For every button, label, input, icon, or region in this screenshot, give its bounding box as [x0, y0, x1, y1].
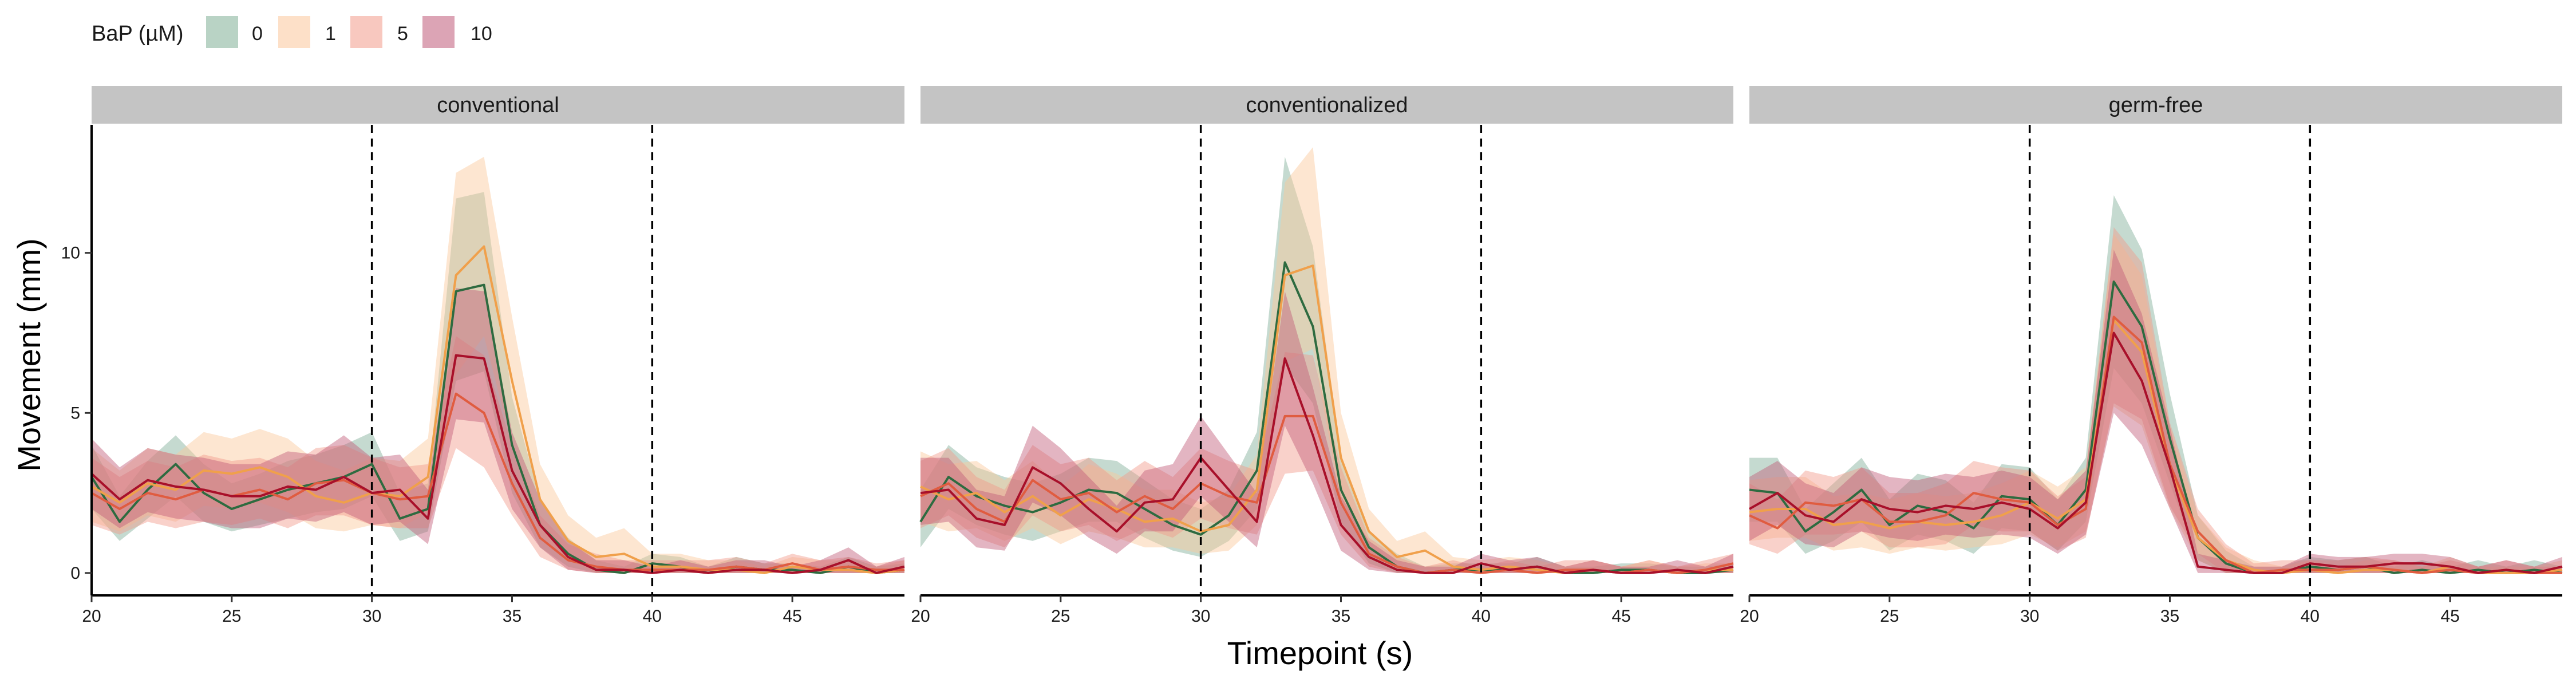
- x-tick-label: 30: [1191, 607, 1210, 626]
- panel-strip: [1749, 86, 2562, 124]
- series-line-conventionalized-10: [920, 357, 1734, 574]
- series-line-conventionalized-0: [919, 261, 1734, 574]
- x-tick-label: 20: [911, 607, 930, 626]
- x-tick-label: 20: [82, 607, 101, 626]
- x-tick-label: 45: [1611, 607, 1630, 626]
- series-line-germ-free-5: [1749, 315, 2562, 574]
- ribbon-conventional-10: [92, 288, 904, 573]
- x-tick-label: 30: [2020, 607, 2039, 626]
- x-tick-label: 25: [222, 607, 241, 626]
- panel-strip-label: conventionalized: [1246, 93, 1408, 117]
- panel-strip: [92, 86, 904, 124]
- legend-key-3: [422, 16, 455, 48]
- series-line-germ-free-10: [1749, 331, 2563, 574]
- y-tick-label: 10: [61, 244, 80, 263]
- legend-label-3: 10: [471, 23, 492, 45]
- legend-title: BaP (µM): [92, 22, 184, 46]
- legend-key-1: [278, 16, 310, 48]
- x-axis-title: Timepoint (s): [1227, 635, 1413, 671]
- x-tick-label: 35: [1332, 607, 1350, 626]
- ribbon-conventionalized-10: [920, 291, 1733, 573]
- series-line-conventional-10: [90, 354, 905, 574]
- x-tick-label: 40: [643, 607, 662, 626]
- y-tick-label: 5: [70, 404, 80, 423]
- x-tick-label: 25: [1051, 607, 1070, 626]
- ribbon-conventional-5: [92, 336, 904, 573]
- x-tick-label: 20: [1740, 607, 1759, 626]
- legend: BaP (µM) 0 1 5 10: [0, 0, 572, 69]
- x-tick-label: 35: [503, 607, 521, 626]
- legend-label-0: 0: [252, 23, 263, 45]
- series-line-conventional-1: [91, 245, 905, 574]
- ribbon-conventional-0: [92, 192, 904, 573]
- legend-label-2: 5: [397, 23, 408, 45]
- x-tick-label: 45: [783, 607, 801, 626]
- legend-key-2: [350, 16, 382, 48]
- legend-label-1: 1: [325, 23, 336, 45]
- panel-strip-label: conventional: [437, 93, 559, 117]
- x-tick-label: 40: [2301, 607, 2320, 626]
- y-axis-title: Movement (mm): [11, 238, 47, 472]
- x-tick-label: 30: [362, 607, 381, 626]
- legend-key-0: [206, 16, 238, 48]
- panel-strip: [920, 86, 1733, 124]
- panel-strip-label: germ-free: [2109, 93, 2203, 117]
- x-tick-label: 35: [2160, 607, 2179, 626]
- x-tick-label: 40: [1472, 607, 1491, 626]
- x-tick-label: 45: [2440, 607, 2459, 626]
- y-tick-label: 0: [70, 564, 80, 583]
- x-tick-label: 25: [1880, 607, 1899, 626]
